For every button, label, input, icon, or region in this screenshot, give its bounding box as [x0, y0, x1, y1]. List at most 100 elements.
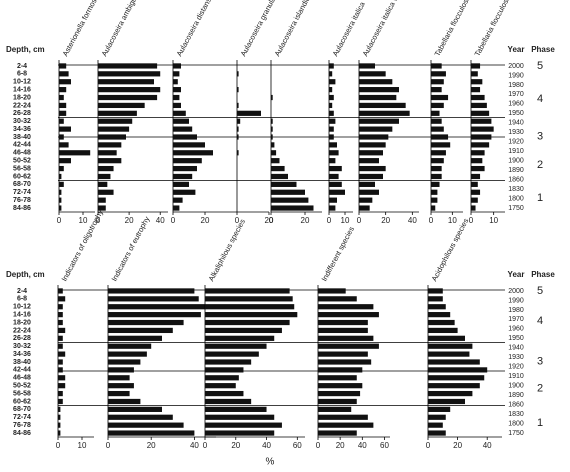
- year-label: 1930: [508, 129, 524, 136]
- depth-label: 34-36: [13, 351, 31, 358]
- bar: [108, 351, 147, 357]
- bar: [205, 383, 236, 389]
- series-name: Aulacoseira italica v. tenuissima: [361, 0, 419, 58]
- bar: [173, 87, 181, 93]
- bar: [428, 327, 458, 334]
- x-tick-label: 0: [426, 441, 431, 450]
- depth-label: 2-4: [17, 288, 27, 295]
- depth-label: 50-52: [13, 383, 31, 390]
- bar: [205, 414, 275, 420]
- bar: [98, 165, 114, 172]
- x-tick-label: 10: [448, 216, 457, 225]
- phase-label: 1: [537, 417, 543, 429]
- bar: [271, 181, 297, 187]
- bar: [428, 359, 480, 365]
- bar: [98, 205, 106, 211]
- bar: [431, 142, 451, 148]
- x-tick-label: 0: [235, 216, 240, 225]
- bar: [108, 343, 152, 349]
- bar: [359, 94, 397, 101]
- x-tick-label: 20: [125, 216, 134, 225]
- bar: [98, 79, 154, 85]
- year-label: 1800: [508, 420, 524, 427]
- bar: [173, 134, 197, 140]
- bar: [173, 205, 180, 211]
- bar: [237, 150, 239, 156]
- bar: [58, 422, 61, 428]
- bar: [471, 71, 478, 77]
- series-name: Aulacoseira distans group: [175, 0, 223, 58]
- depth-label: 10-12: [13, 304, 31, 311]
- x-tick-label: 0: [327, 216, 332, 225]
- bar: [428, 296, 443, 302]
- bar: [471, 79, 483, 85]
- bar: [471, 126, 494, 132]
- bar: [173, 197, 183, 203]
- series-name: Aulacoseira italica: [331, 0, 368, 58]
- depth-label: 60-62: [13, 398, 31, 405]
- bar: [431, 189, 438, 195]
- depth-label: 50-52: [13, 158, 31, 165]
- bar: [205, 351, 259, 357]
- depth-label: 26-28: [13, 335, 31, 342]
- bar: [359, 150, 383, 156]
- bar: [237, 102, 239, 109]
- bar: [173, 189, 196, 195]
- x-tick-label: 0: [106, 441, 111, 450]
- bar: [431, 102, 444, 109]
- bar: [58, 367, 63, 373]
- bar: [59, 118, 64, 124]
- bar: [173, 71, 180, 77]
- bar: [108, 406, 162, 412]
- year-label: 1980: [508, 307, 524, 314]
- year-label: 1860: [508, 401, 524, 408]
- bar: [431, 205, 436, 211]
- bar: [471, 118, 492, 124]
- bar: [205, 312, 298, 318]
- bar: [205, 406, 267, 412]
- x-tick-label: 10: [78, 441, 87, 450]
- bar: [471, 94, 485, 101]
- depth-label: 56-58: [13, 390, 31, 397]
- x-tick-label: 40: [408, 216, 417, 225]
- bar: [329, 126, 334, 132]
- bar: [359, 118, 399, 124]
- bar: [59, 181, 64, 187]
- depth-label: 6-8: [17, 71, 27, 78]
- bar: [237, 87, 239, 93]
- bar: [98, 102, 145, 109]
- bar: [108, 383, 134, 389]
- bar: [431, 134, 449, 140]
- x-tick-label: 60: [380, 441, 389, 450]
- x-tick-label: 40: [190, 441, 199, 450]
- bar: [428, 383, 480, 389]
- bar: [359, 87, 399, 93]
- bar: [98, 63, 158, 69]
- phase-label: 2: [537, 159, 543, 171]
- bar: [431, 87, 442, 93]
- year-label: 1800: [508, 195, 524, 202]
- bar: [359, 158, 379, 164]
- bar: [205, 319, 290, 326]
- year-label: 1950: [508, 110, 524, 117]
- year-label: 1970: [508, 316, 524, 323]
- bar: [359, 79, 393, 85]
- x-tick-label: 20: [453, 441, 462, 450]
- bar: [428, 422, 443, 428]
- bar: [271, 189, 305, 195]
- depth-label: 72-74: [13, 189, 31, 196]
- bar: [271, 142, 275, 148]
- bar: [173, 142, 205, 148]
- bar: [205, 422, 282, 428]
- bar: [205, 375, 239, 381]
- year-title: Year: [508, 270, 525, 279]
- phase-label: 5: [537, 60, 543, 72]
- depth-label: Depth, cm: [6, 270, 45, 279]
- bar: [59, 134, 64, 140]
- bar: [173, 150, 213, 156]
- bar: [173, 173, 193, 180]
- bar: [205, 359, 252, 365]
- bar: [98, 142, 122, 148]
- bar: [329, 87, 333, 93]
- x-tick-label: 0: [469, 216, 474, 225]
